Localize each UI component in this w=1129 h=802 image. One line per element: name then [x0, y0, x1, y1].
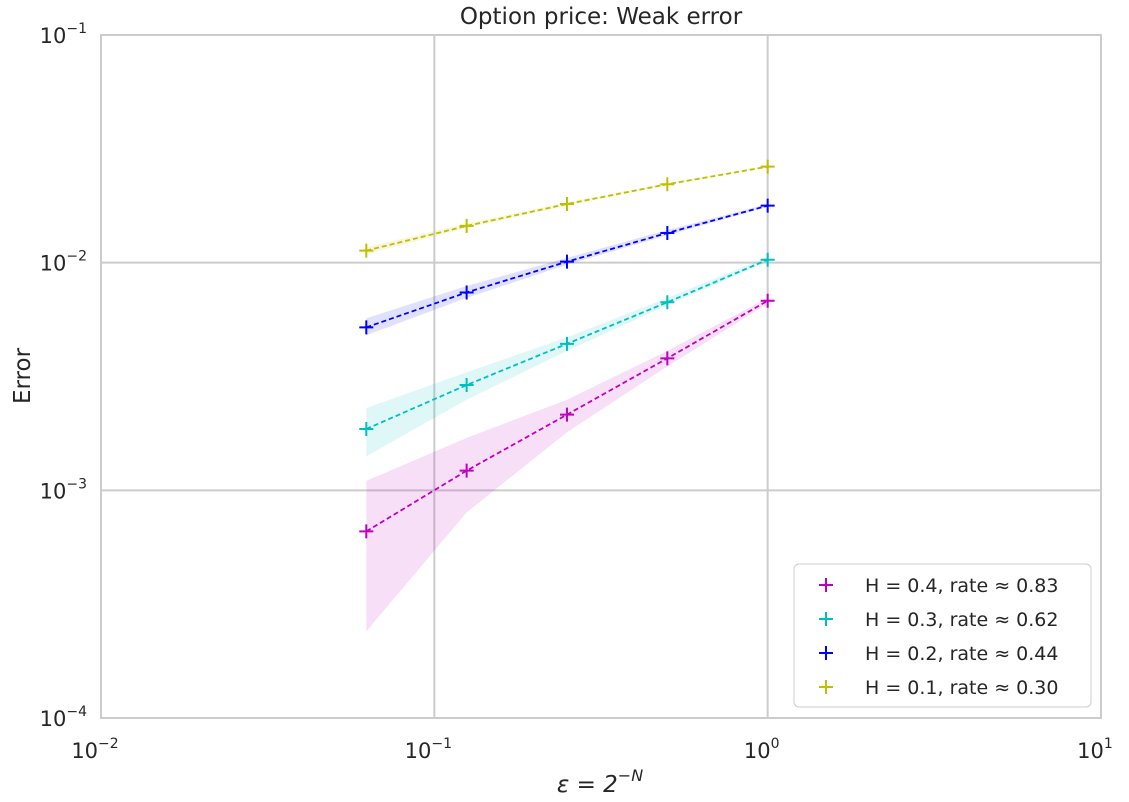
x-tick-exponent: 1 — [1104, 736, 1113, 752]
y-tick-label: 10−1 — [40, 21, 87, 48]
confidence-band — [366, 256, 768, 457]
legend-label: H = 0.4, rate ≈ 0.83 — [865, 575, 1058, 597]
data-point — [459, 218, 474, 233]
legend-marker — [819, 646, 833, 660]
y-tick-label: 10−3 — [40, 476, 87, 503]
legend-label: H = 0.3, rate ≈ 0.62 — [865, 609, 1058, 631]
legend-marker — [819, 578, 833, 592]
data-point — [359, 524, 374, 539]
y-tick-exponent: −4 — [66, 704, 87, 720]
y-tick-exponent: −1 — [66, 21, 87, 37]
data-point — [660, 177, 675, 192]
legend-label: H = 0.1, rate ≈ 0.30 — [865, 677, 1058, 699]
x-tick-base: 10 — [1077, 739, 1104, 763]
y-tick-labels: 10−410−310−210−1 — [40, 21, 87, 731]
x-tick-exponent: −2 — [98, 736, 119, 752]
data-point — [760, 159, 775, 174]
data-point — [359, 243, 374, 258]
legend-marker — [819, 612, 833, 626]
data-point — [660, 351, 675, 366]
data-point — [359, 320, 374, 335]
x-tick-exponent: −1 — [431, 736, 452, 752]
data-point — [459, 378, 474, 393]
data-point — [459, 285, 474, 300]
data-point — [559, 407, 574, 422]
chart-title: Option price: Weak error — [460, 4, 743, 30]
y-tick-base: 10 — [40, 707, 67, 731]
x-tick-labels: 10−2 10−1 100 101 — [71, 736, 1113, 763]
y-tick-exponent: −3 — [66, 476, 87, 492]
data-point — [660, 225, 675, 240]
series-markers — [359, 159, 775, 539]
x-axis-title-base: ε = 2 — [557, 772, 618, 798]
data-point — [559, 254, 574, 269]
series-line — [366, 165, 768, 252]
legend: H = 0.4, rate ≈ 0.83 H = 0.3, rate ≈ 0.62… — [793, 563, 1092, 708]
data-point — [459, 463, 474, 478]
y-tick-base: 10 — [40, 24, 67, 48]
x-tick-label: 100 — [744, 736, 780, 763]
legend-marker — [819, 680, 833, 694]
y-tick-exponent: −2 — [66, 249, 87, 265]
x-axis-title: ε = 2−N — [557, 766, 643, 798]
x-tick-base: 10 — [71, 739, 98, 763]
confidence-band — [366, 297, 768, 632]
legend-label: H = 0.2, rate ≈ 0.44 — [865, 643, 1058, 665]
data-point — [559, 197, 574, 212]
y-tick-label: 10−4 — [40, 704, 87, 731]
x-tick-exponent: 0 — [771, 736, 780, 752]
y-axis-title: Error — [10, 347, 36, 404]
y-tick-label: 10−2 — [40, 249, 87, 276]
x-tick-base: 10 — [744, 739, 771, 763]
data-point — [760, 198, 775, 213]
data-point — [760, 293, 775, 308]
data-point — [760, 252, 775, 267]
y-tick-base: 10 — [40, 252, 67, 276]
x-tick-label: 10−1 — [405, 736, 452, 763]
data-point — [559, 336, 574, 351]
x-tick-label: 101 — [1077, 736, 1113, 763]
y-tick-base: 10 — [40, 479, 67, 503]
data-point — [359, 421, 374, 436]
x-axis-title-exponent: −N — [618, 766, 643, 785]
legend-box — [793, 563, 1092, 708]
x-tick-label: 10−2 — [71, 736, 118, 763]
plot-frame — [100, 34, 1102, 719]
x-tick-base: 10 — [405, 739, 432, 763]
data-point — [660, 295, 675, 310]
